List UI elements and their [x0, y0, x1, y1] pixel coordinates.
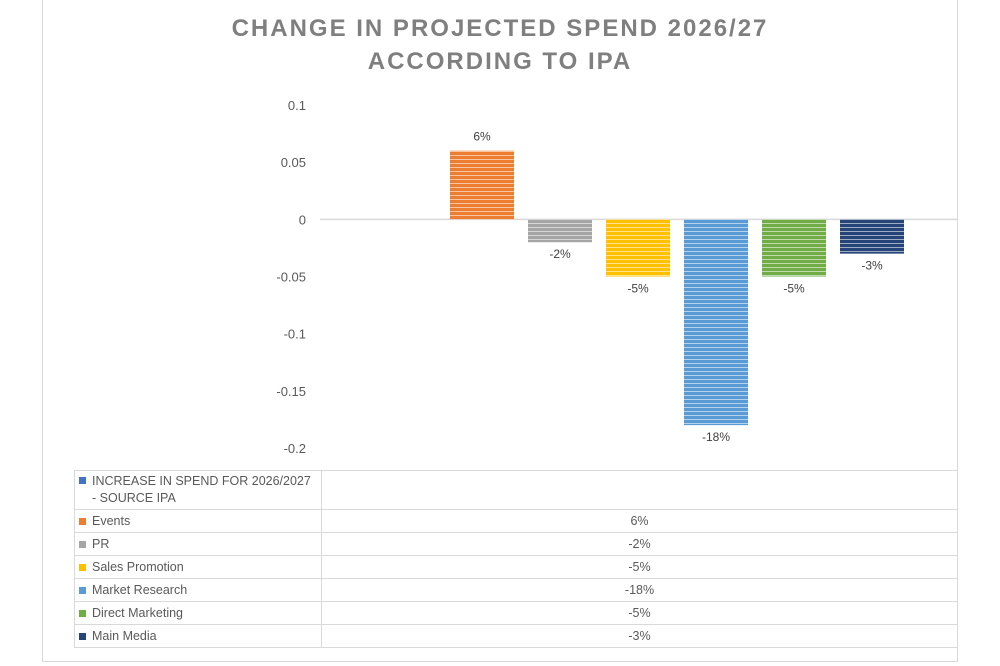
table-header-row: INCREASE IN SPEND FOR 2026/2027 - SOURCE… [74, 470, 958, 510]
category-legend-key [79, 564, 86, 572]
chart-title-line-2: ACCORDING TO IPA [367, 48, 633, 75]
category-legend-key [79, 518, 86, 526]
data-label: -18% [702, 430, 730, 444]
header-value-cell [321, 470, 958, 510]
bar-direct-marketing [762, 219, 826, 277]
data-label: -5% [783, 282, 805, 296]
data-table: INCREASE IN SPEND FOR 2026/2027 - SOURCE… [74, 470, 958, 648]
data-label: -5% [627, 282, 649, 296]
category-label: Sales Promotion [92, 560, 184, 574]
category-legend-key [79, 633, 86, 641]
y-tick-label: -0.15 [276, 384, 306, 399]
category-label: PR [92, 537, 110, 551]
chart-title: CHANGE IN PROJECTED SPEND 2026/27 ACCORD… [0, 12, 1000, 78]
category-cell: Market Research [74, 578, 322, 602]
table-row: Sales Promotion -5% [74, 555, 958, 579]
category-legend-key [79, 587, 86, 595]
data-label: -3% [861, 259, 883, 273]
category-cell: Main Media [74, 624, 322, 648]
value-cell: 6% [321, 509, 958, 533]
series-legend-cell: INCREASE IN SPEND FOR 2026/2027 - SOURCE… [74, 470, 322, 510]
value-cell: -5% [321, 555, 958, 579]
category-cell: Direct Marketing [74, 601, 322, 625]
bar-chart: 0.1 0.05 0 -0.05 -0.1 -0.15 -0.2 6% -2% -5% -18% -5… [276, 98, 958, 456]
y-tick-label: 0.05 [281, 155, 306, 170]
bar-market-research [684, 219, 748, 426]
y-tick-label: 0.1 [288, 98, 306, 113]
category-label: Market Research [92, 583, 188, 597]
category-label: Main Media [92, 629, 157, 643]
bar-main-media [840, 219, 904, 254]
bar-pr [528, 219, 592, 243]
category-cell: PR [74, 532, 322, 556]
category-legend-key [79, 610, 86, 618]
category-cell: Events [74, 509, 322, 533]
table-row: Main Media -3% [74, 624, 958, 648]
value-cell: -18% [321, 578, 958, 602]
category-legend-key [79, 541, 86, 549]
category-label: Events [92, 514, 131, 528]
y-tick-label: 0 [299, 212, 306, 227]
bar-events [450, 150, 514, 220]
chart-title-line-1: CHANGE IN PROJECTED SPEND 2026/27 [231, 15, 769, 42]
value-cell: -5% [321, 601, 958, 625]
table-row: Direct Marketing -5% [74, 601, 958, 625]
series-legend-key [79, 477, 86, 485]
bar-sales-promotion [606, 219, 670, 277]
value-cell: -2% [321, 532, 958, 556]
data-label: 6% [473, 130, 491, 144]
series-name: INCREASE IN SPEND FOR 2026/2027 - SOURCE… [92, 474, 311, 505]
y-tick-label: -0.1 [284, 327, 306, 342]
chart-frame [42, 0, 958, 662]
category-cell: Sales Promotion [74, 555, 322, 579]
y-tick-label: -0.2 [284, 441, 306, 456]
category-label: Direct Marketing [92, 606, 183, 620]
y-tick-label: -0.05 [276, 270, 306, 285]
table-row: Market Research -18% [74, 578, 958, 602]
table-row: Events 6% [74, 509, 958, 533]
table-row: PR -2% [74, 532, 958, 556]
value-cell: -3% [321, 624, 958, 648]
data-label: -2% [549, 247, 571, 261]
